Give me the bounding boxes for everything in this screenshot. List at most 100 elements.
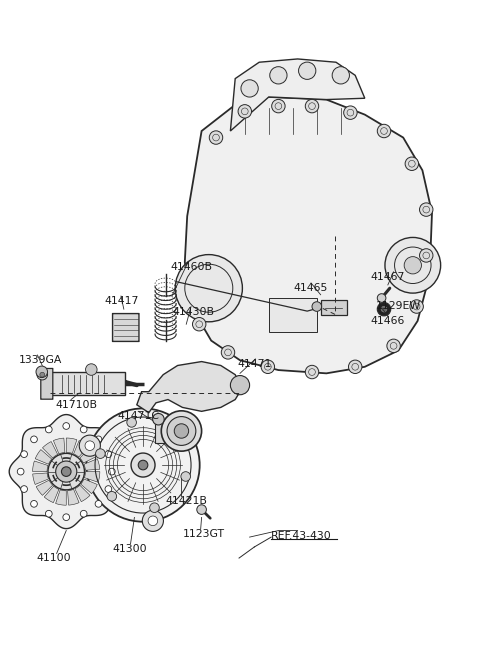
Circle shape <box>127 418 136 427</box>
Polygon shape <box>36 480 53 495</box>
Circle shape <box>181 472 191 481</box>
Circle shape <box>46 426 52 433</box>
Circle shape <box>404 257 421 274</box>
Bar <box>50 372 125 396</box>
Polygon shape <box>43 441 58 458</box>
Text: 1123GT: 1123GT <box>182 529 225 539</box>
Circle shape <box>270 67 287 84</box>
Circle shape <box>80 426 87 433</box>
Text: 41471: 41471 <box>238 359 272 369</box>
Circle shape <box>230 375 250 395</box>
Circle shape <box>377 293 386 303</box>
Bar <box>269 298 317 331</box>
Text: 41417: 41417 <box>105 296 139 306</box>
Circle shape <box>192 318 206 331</box>
Circle shape <box>105 486 112 493</box>
Circle shape <box>332 67 349 84</box>
Text: 1129EW: 1129EW <box>375 301 420 311</box>
Circle shape <box>142 510 163 531</box>
Polygon shape <box>75 485 90 502</box>
Polygon shape <box>53 438 65 454</box>
Circle shape <box>175 255 242 322</box>
Circle shape <box>261 360 275 373</box>
Circle shape <box>299 62 316 79</box>
Text: 41430B: 41430B <box>173 307 215 316</box>
Circle shape <box>63 514 70 521</box>
Polygon shape <box>44 486 59 502</box>
Text: 41466: 41466 <box>371 316 405 326</box>
Circle shape <box>377 124 391 138</box>
Circle shape <box>181 424 191 434</box>
Circle shape <box>108 468 115 475</box>
Circle shape <box>197 505 206 514</box>
Text: 41100: 41100 <box>36 553 71 563</box>
Text: 41421B: 41421B <box>166 496 207 506</box>
Circle shape <box>48 453 84 490</box>
Circle shape <box>174 424 189 438</box>
Circle shape <box>305 365 319 379</box>
Circle shape <box>31 436 37 443</box>
Circle shape <box>272 100 285 113</box>
Circle shape <box>344 106 357 119</box>
Circle shape <box>420 203 433 216</box>
Polygon shape <box>35 449 52 464</box>
Text: 41465: 41465 <box>294 283 328 293</box>
Circle shape <box>420 249 433 262</box>
Circle shape <box>153 413 164 425</box>
Text: 41710B: 41710B <box>55 400 97 409</box>
Circle shape <box>387 339 400 352</box>
Circle shape <box>221 346 235 359</box>
Circle shape <box>46 510 52 517</box>
Circle shape <box>107 491 117 501</box>
Circle shape <box>80 510 87 517</box>
Circle shape <box>131 453 155 477</box>
Text: 41471C: 41471C <box>118 411 159 421</box>
Polygon shape <box>137 362 242 413</box>
Polygon shape <box>56 490 66 505</box>
Circle shape <box>385 237 441 293</box>
Polygon shape <box>68 489 79 505</box>
Circle shape <box>31 500 37 507</box>
Polygon shape <box>73 441 88 457</box>
Circle shape <box>241 80 258 97</box>
Circle shape <box>312 302 322 311</box>
Circle shape <box>405 157 419 170</box>
Circle shape <box>138 460 148 470</box>
Circle shape <box>169 429 179 439</box>
Text: 41300: 41300 <box>113 544 147 553</box>
Circle shape <box>85 364 97 375</box>
FancyBboxPatch shape <box>41 369 53 399</box>
Circle shape <box>86 409 200 521</box>
Circle shape <box>238 105 252 118</box>
Circle shape <box>79 435 100 457</box>
Polygon shape <box>80 448 96 463</box>
FancyBboxPatch shape <box>112 314 139 341</box>
Circle shape <box>150 503 159 512</box>
Circle shape <box>95 500 102 507</box>
Circle shape <box>17 468 24 475</box>
Polygon shape <box>9 415 123 529</box>
Circle shape <box>176 418 197 440</box>
Polygon shape <box>230 59 365 131</box>
Polygon shape <box>185 97 432 373</box>
Circle shape <box>161 411 202 451</box>
Polygon shape <box>81 479 97 494</box>
Circle shape <box>21 451 27 457</box>
Text: REF.43-430: REF.43-430 <box>271 531 332 540</box>
Circle shape <box>95 436 102 443</box>
Circle shape <box>348 360 362 373</box>
Circle shape <box>167 417 196 445</box>
Polygon shape <box>84 472 100 482</box>
Circle shape <box>410 300 423 313</box>
Circle shape <box>85 441 95 451</box>
Text: 41460B: 41460B <box>170 262 212 272</box>
Circle shape <box>381 307 387 312</box>
Circle shape <box>105 451 112 457</box>
Circle shape <box>36 366 48 377</box>
Circle shape <box>377 303 391 316</box>
Polygon shape <box>33 461 48 472</box>
Circle shape <box>305 100 319 113</box>
Polygon shape <box>84 458 100 470</box>
Bar <box>155 419 181 443</box>
Text: 1339GA: 1339GA <box>19 355 62 365</box>
